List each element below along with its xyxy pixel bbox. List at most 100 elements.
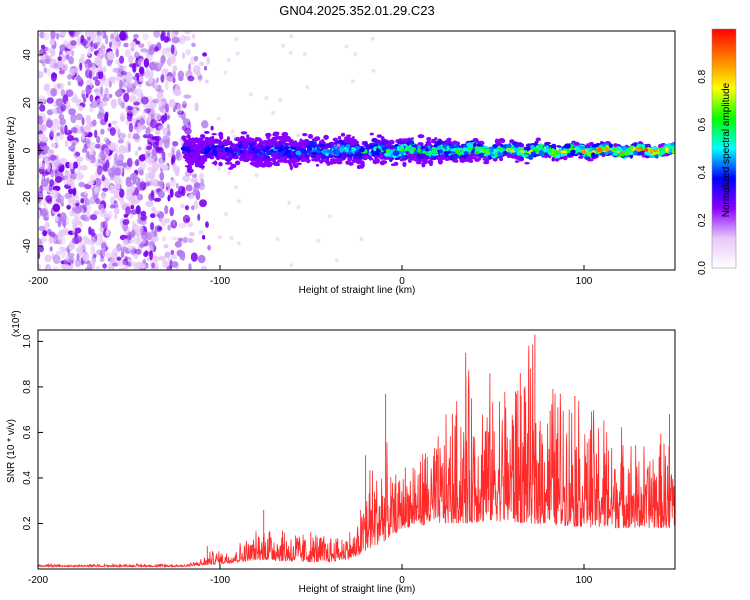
band-blob — [261, 163, 266, 167]
band-blob — [604, 147, 609, 152]
noise-blob — [67, 74, 72, 80]
noise-blob — [137, 57, 145, 66]
band-blob — [200, 150, 205, 154]
noise-blob — [198, 61, 205, 67]
noise-blob — [136, 232, 141, 239]
noise-blob — [150, 213, 156, 218]
noise-blob — [49, 154, 57, 161]
noise-blob — [145, 262, 149, 269]
band-blob — [330, 159, 334, 165]
noise-blob — [370, 36, 375, 41]
noise-blob — [188, 63, 192, 72]
band-blob — [392, 151, 400, 156]
noise-blob — [77, 36, 81, 47]
noise-blob — [79, 221, 83, 228]
noise-blob — [86, 151, 90, 158]
band-blob — [232, 156, 239, 160]
noise-blob — [92, 119, 97, 127]
noise-blob — [39, 48, 46, 56]
band-blob — [604, 151, 609, 156]
band-blob — [253, 149, 260, 154]
noise-blob — [101, 174, 105, 182]
noise-blob — [216, 116, 221, 121]
spectrogram-x-label: Height of straight line (km) — [299, 285, 416, 296]
noise-blob — [153, 31, 161, 38]
noise-blob — [275, 237, 280, 241]
noise-blob — [188, 263, 192, 270]
noise-blob — [46, 117, 52, 127]
noise-blob — [53, 62, 59, 69]
noise-blob — [120, 200, 126, 206]
band-blob — [218, 161, 223, 167]
noise-blob — [84, 198, 91, 206]
noise-blob — [152, 141, 159, 149]
band-blob — [407, 158, 412, 163]
noise-blob — [195, 70, 201, 77]
noise-blob — [185, 48, 191, 56]
noise-blob — [111, 41, 119, 50]
noise-blob — [158, 125, 166, 130]
band-blob — [581, 148, 586, 154]
band-blob — [372, 159, 379, 165]
band-blob — [381, 153, 385, 157]
band-blob — [383, 152, 391, 157]
noise-blob — [134, 248, 142, 255]
noise-blob — [199, 199, 207, 208]
band-blob — [446, 137, 452, 141]
noise-blob — [199, 172, 204, 181]
band-blob — [368, 155, 372, 161]
noise-blob — [127, 157, 133, 168]
noise-blob — [80, 53, 86, 60]
noise-blob — [128, 122, 134, 133]
noise-blob — [105, 159, 110, 169]
noise-blob — [114, 175, 121, 185]
noise-blob — [165, 181, 172, 188]
band-blob — [476, 148, 483, 152]
noise-blob — [169, 207, 174, 217]
noise-blob — [230, 129, 235, 134]
band-blob — [404, 155, 410, 159]
noise-blob — [158, 255, 166, 261]
noise-blob — [171, 36, 180, 44]
noise-blob — [94, 129, 98, 139]
band-blob — [339, 147, 344, 153]
noise-blob — [158, 190, 165, 199]
noise-blob — [94, 79, 101, 87]
band-blob — [524, 154, 529, 158]
noise-blob — [42, 145, 50, 152]
noise-blob — [100, 128, 105, 135]
noise-blob — [201, 234, 206, 240]
noise-blob — [140, 231, 149, 240]
spectrogram-y-ticks: -40 -20 0 20 40 — [22, 49, 43, 253]
band-blob — [340, 132, 346, 137]
noise-blob — [38, 115, 44, 125]
band-blob — [560, 150, 568, 154]
noise-blob — [100, 31, 105, 38]
noise-blob — [122, 162, 128, 169]
band-blob — [621, 145, 627, 151]
noise-blob — [235, 51, 240, 56]
noise-blob — [101, 194, 106, 201]
band-blob — [410, 137, 414, 140]
noise-blob — [40, 44, 46, 50]
band-blob — [334, 158, 342, 162]
band-blob — [519, 144, 524, 148]
band-blob — [187, 162, 194, 166]
noise-blob — [50, 48, 56, 57]
band-blob — [337, 140, 342, 144]
noise-blob — [89, 174, 96, 184]
band-blob — [427, 159, 434, 165]
band-blob — [404, 147, 408, 153]
band-blob — [302, 133, 308, 137]
band-blob — [245, 153, 251, 159]
noise-blob — [161, 31, 166, 38]
band-blob — [388, 146, 395, 150]
noise-blob — [289, 263, 294, 268]
band-blob — [265, 149, 271, 154]
noise-blob — [142, 103, 150, 108]
band-blob — [211, 145, 217, 148]
noise-blob — [101, 101, 108, 107]
noise-blob — [158, 211, 165, 219]
x-tick-label: 0 — [399, 276, 405, 287]
